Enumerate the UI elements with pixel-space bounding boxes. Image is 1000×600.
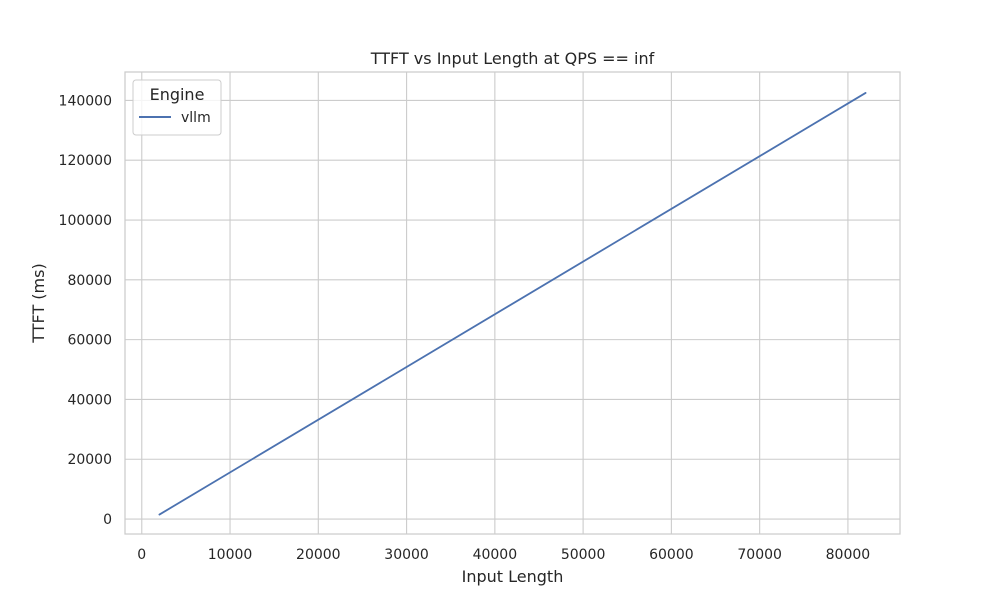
y-tick-label-100000: 100000 <box>59 213 112 229</box>
y-tick-label-0: 0 <box>103 512 112 528</box>
y-tick-label-60000: 60000 <box>67 333 112 349</box>
series-layer <box>158 92 867 516</box>
y-tick-label-20000: 20000 <box>67 452 112 468</box>
legend-box <box>132 79 222 136</box>
x-tick-label-80000: 80000 <box>826 547 871 563</box>
x-tick-label-0: 0 <box>137 547 146 563</box>
x-tick-label-20000: 20000 <box>296 547 341 563</box>
x-tick-label-50000: 50000 <box>561 547 606 563</box>
y-tick-label-40000: 40000 <box>67 392 112 408</box>
series-line-vllm <box>158 92 867 516</box>
x-tick-label-10000: 10000 <box>208 547 253 563</box>
legend: Engine vllm <box>132 79 222 136</box>
x-tick-label-30000: 30000 <box>384 547 429 563</box>
x-tick-label-70000: 70000 <box>737 547 782 563</box>
x-tick-label-60000: 60000 <box>649 547 694 563</box>
grid <box>125 72 900 534</box>
x-tick-label-40000: 40000 <box>473 547 518 563</box>
plot-frame <box>124 71 901 535</box>
tick-labels: 0 10000 20000 30000 40000 50000 60000 70000 8000… <box>59 93 871 563</box>
y-tick-label-140000: 140000 <box>59 93 112 109</box>
chart-title: TTFT vs Input Length at QPS == inf <box>370 49 655 68</box>
y-tick-label-120000: 120000 <box>59 153 112 169</box>
y-tick-label-80000: 80000 <box>67 273 112 289</box>
legend-entry-vllm: vllm <box>181 110 211 126</box>
legend-title: Engine <box>150 85 205 104</box>
x-axis-label: Input Length <box>462 567 564 586</box>
y-axis-label: TTFT (ms) <box>29 263 48 343</box>
